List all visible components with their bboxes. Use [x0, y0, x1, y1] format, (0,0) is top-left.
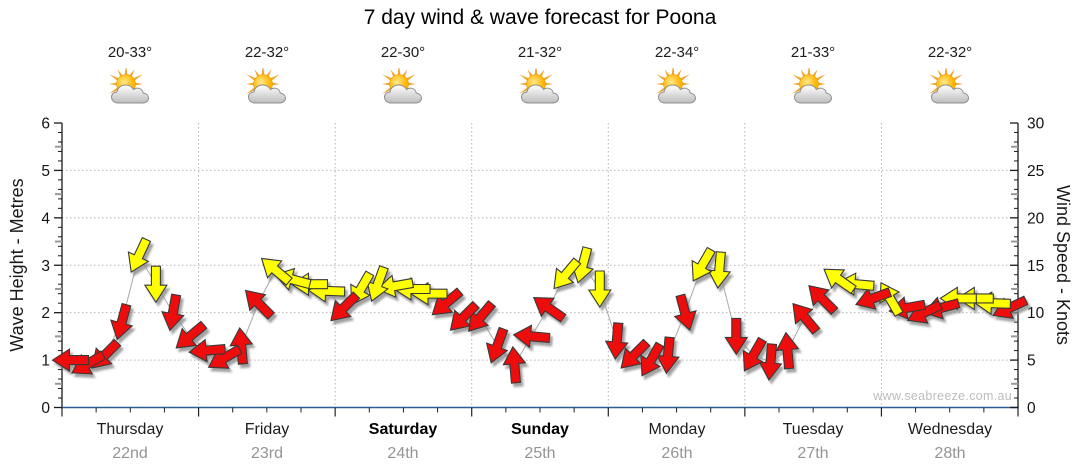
wind-arrow	[640, 341, 665, 377]
wind-arrow	[620, 338, 651, 369]
wind-arrow	[691, 246, 716, 282]
svg-text:10: 10	[1027, 305, 1045, 322]
wind-arrow	[51, 348, 90, 373]
svg-text:0: 0	[1027, 400, 1036, 417]
wind-arrow	[724, 317, 749, 356]
day-date: 23rd	[250, 445, 284, 462]
wind-arrow	[742, 336, 768, 372]
partly-cloudy-icon	[929, 68, 970, 104]
svg-text:4: 4	[41, 210, 50, 227]
partly-cloudy-icon	[382, 68, 423, 104]
wind-arrow	[188, 338, 227, 363]
day-temp-tuesday: 21-33°	[790, 44, 836, 61]
wave-axis-title: Wave Height - Metres	[7, 178, 27, 352]
wind-arrow	[260, 257, 293, 286]
wind-arrow	[449, 300, 480, 331]
day-date: 22nd	[112, 445, 148, 462]
wind-arrow	[855, 287, 893, 310]
svg-text:5: 5	[41, 163, 50, 180]
wind-arrow	[604, 322, 629, 361]
day-label-sunday: Sunday	[511, 421, 569, 438]
wind-arrow	[587, 270, 612, 309]
day-temp-saturday: 22-30°	[380, 44, 426, 61]
svg-text:0: 0	[41, 400, 50, 417]
partly-cloudy-icon	[656, 68, 697, 104]
wind-axis-title: Wind Speed - Knots	[1053, 184, 1073, 346]
day-label-wednesday: Wednesday	[907, 421, 993, 438]
svg-text:3: 3	[41, 258, 50, 275]
partly-cloudy-icon	[792, 68, 833, 104]
partly-cloudy-icon	[519, 68, 560, 104]
wind-arrow	[161, 293, 185, 332]
day-temp-monday: 22-34°	[654, 44, 700, 61]
page-title: 7 day wind & wave forecast for Poona	[363, 6, 717, 29]
wind-arrow	[431, 287, 464, 316]
wind-arrow	[127, 236, 152, 274]
wind-arrow	[330, 291, 361, 322]
partly-cloudy-icon	[109, 68, 150, 104]
wind-arrow	[229, 326, 254, 365]
wind-arrow	[792, 302, 821, 335]
svg-text:25: 25	[1027, 163, 1044, 180]
svg-text:5: 5	[1027, 353, 1036, 370]
day-date: 24th	[387, 445, 419, 462]
svg-text:30: 30	[1027, 116, 1045, 133]
svg-text:1: 1	[41, 353, 50, 370]
wind-arrow	[570, 246, 595, 284]
wind-arrow	[775, 331, 800, 370]
day-date: 26th	[661, 445, 693, 462]
day-label-friday: Friday	[244, 421, 290, 438]
day-temp-thursday: 20-33°	[107, 44, 153, 61]
day-label-tuesday: Tuesday	[782, 421, 844, 438]
wind-arrow	[468, 299, 497, 332]
wind-arrow	[512, 324, 551, 349]
wind-arrow	[366, 265, 389, 303]
wind-arrow	[244, 289, 275, 320]
wind-arrow	[553, 257, 582, 290]
wind-arrow	[485, 326, 509, 364]
svg-text:20: 20	[1027, 210, 1045, 227]
day-label-thursday: Thursday	[96, 421, 164, 438]
day-label-monday: Monday	[648, 421, 706, 438]
wind-arrow	[808, 284, 839, 316]
day-temp-wednesday: 22-32°	[927, 44, 973, 61]
day-label-saturday: Saturday	[368, 421, 438, 438]
wind-arrow	[175, 320, 208, 349]
wind-arrow	[655, 336, 680, 375]
svg-text:6: 6	[41, 116, 50, 133]
wind-arrow	[376, 274, 415, 299]
watermark: www.seabreeze.com.au	[873, 389, 1012, 403]
wind-arrow	[143, 265, 168, 304]
wind-arrow	[110, 302, 134, 341]
day-temp-sunday: 21-32°	[517, 44, 563, 61]
svg-text:2: 2	[41, 305, 50, 322]
day-date: 28th	[934, 445, 966, 462]
day-date: 27th	[797, 445, 829, 462]
wind-arrow	[532, 296, 567, 323]
wind-arrow	[707, 251, 732, 289]
wind-arrow	[673, 293, 697, 332]
wind-arrow	[758, 343, 783, 381]
wind-arrow	[502, 345, 527, 384]
day-date: 25th	[524, 445, 556, 462]
day-temp-friday: 22-32°	[244, 44, 290, 61]
wind-arrow	[823, 268, 857, 295]
partly-cloudy-icon	[246, 68, 287, 104]
svg-text:15: 15	[1027, 258, 1044, 275]
